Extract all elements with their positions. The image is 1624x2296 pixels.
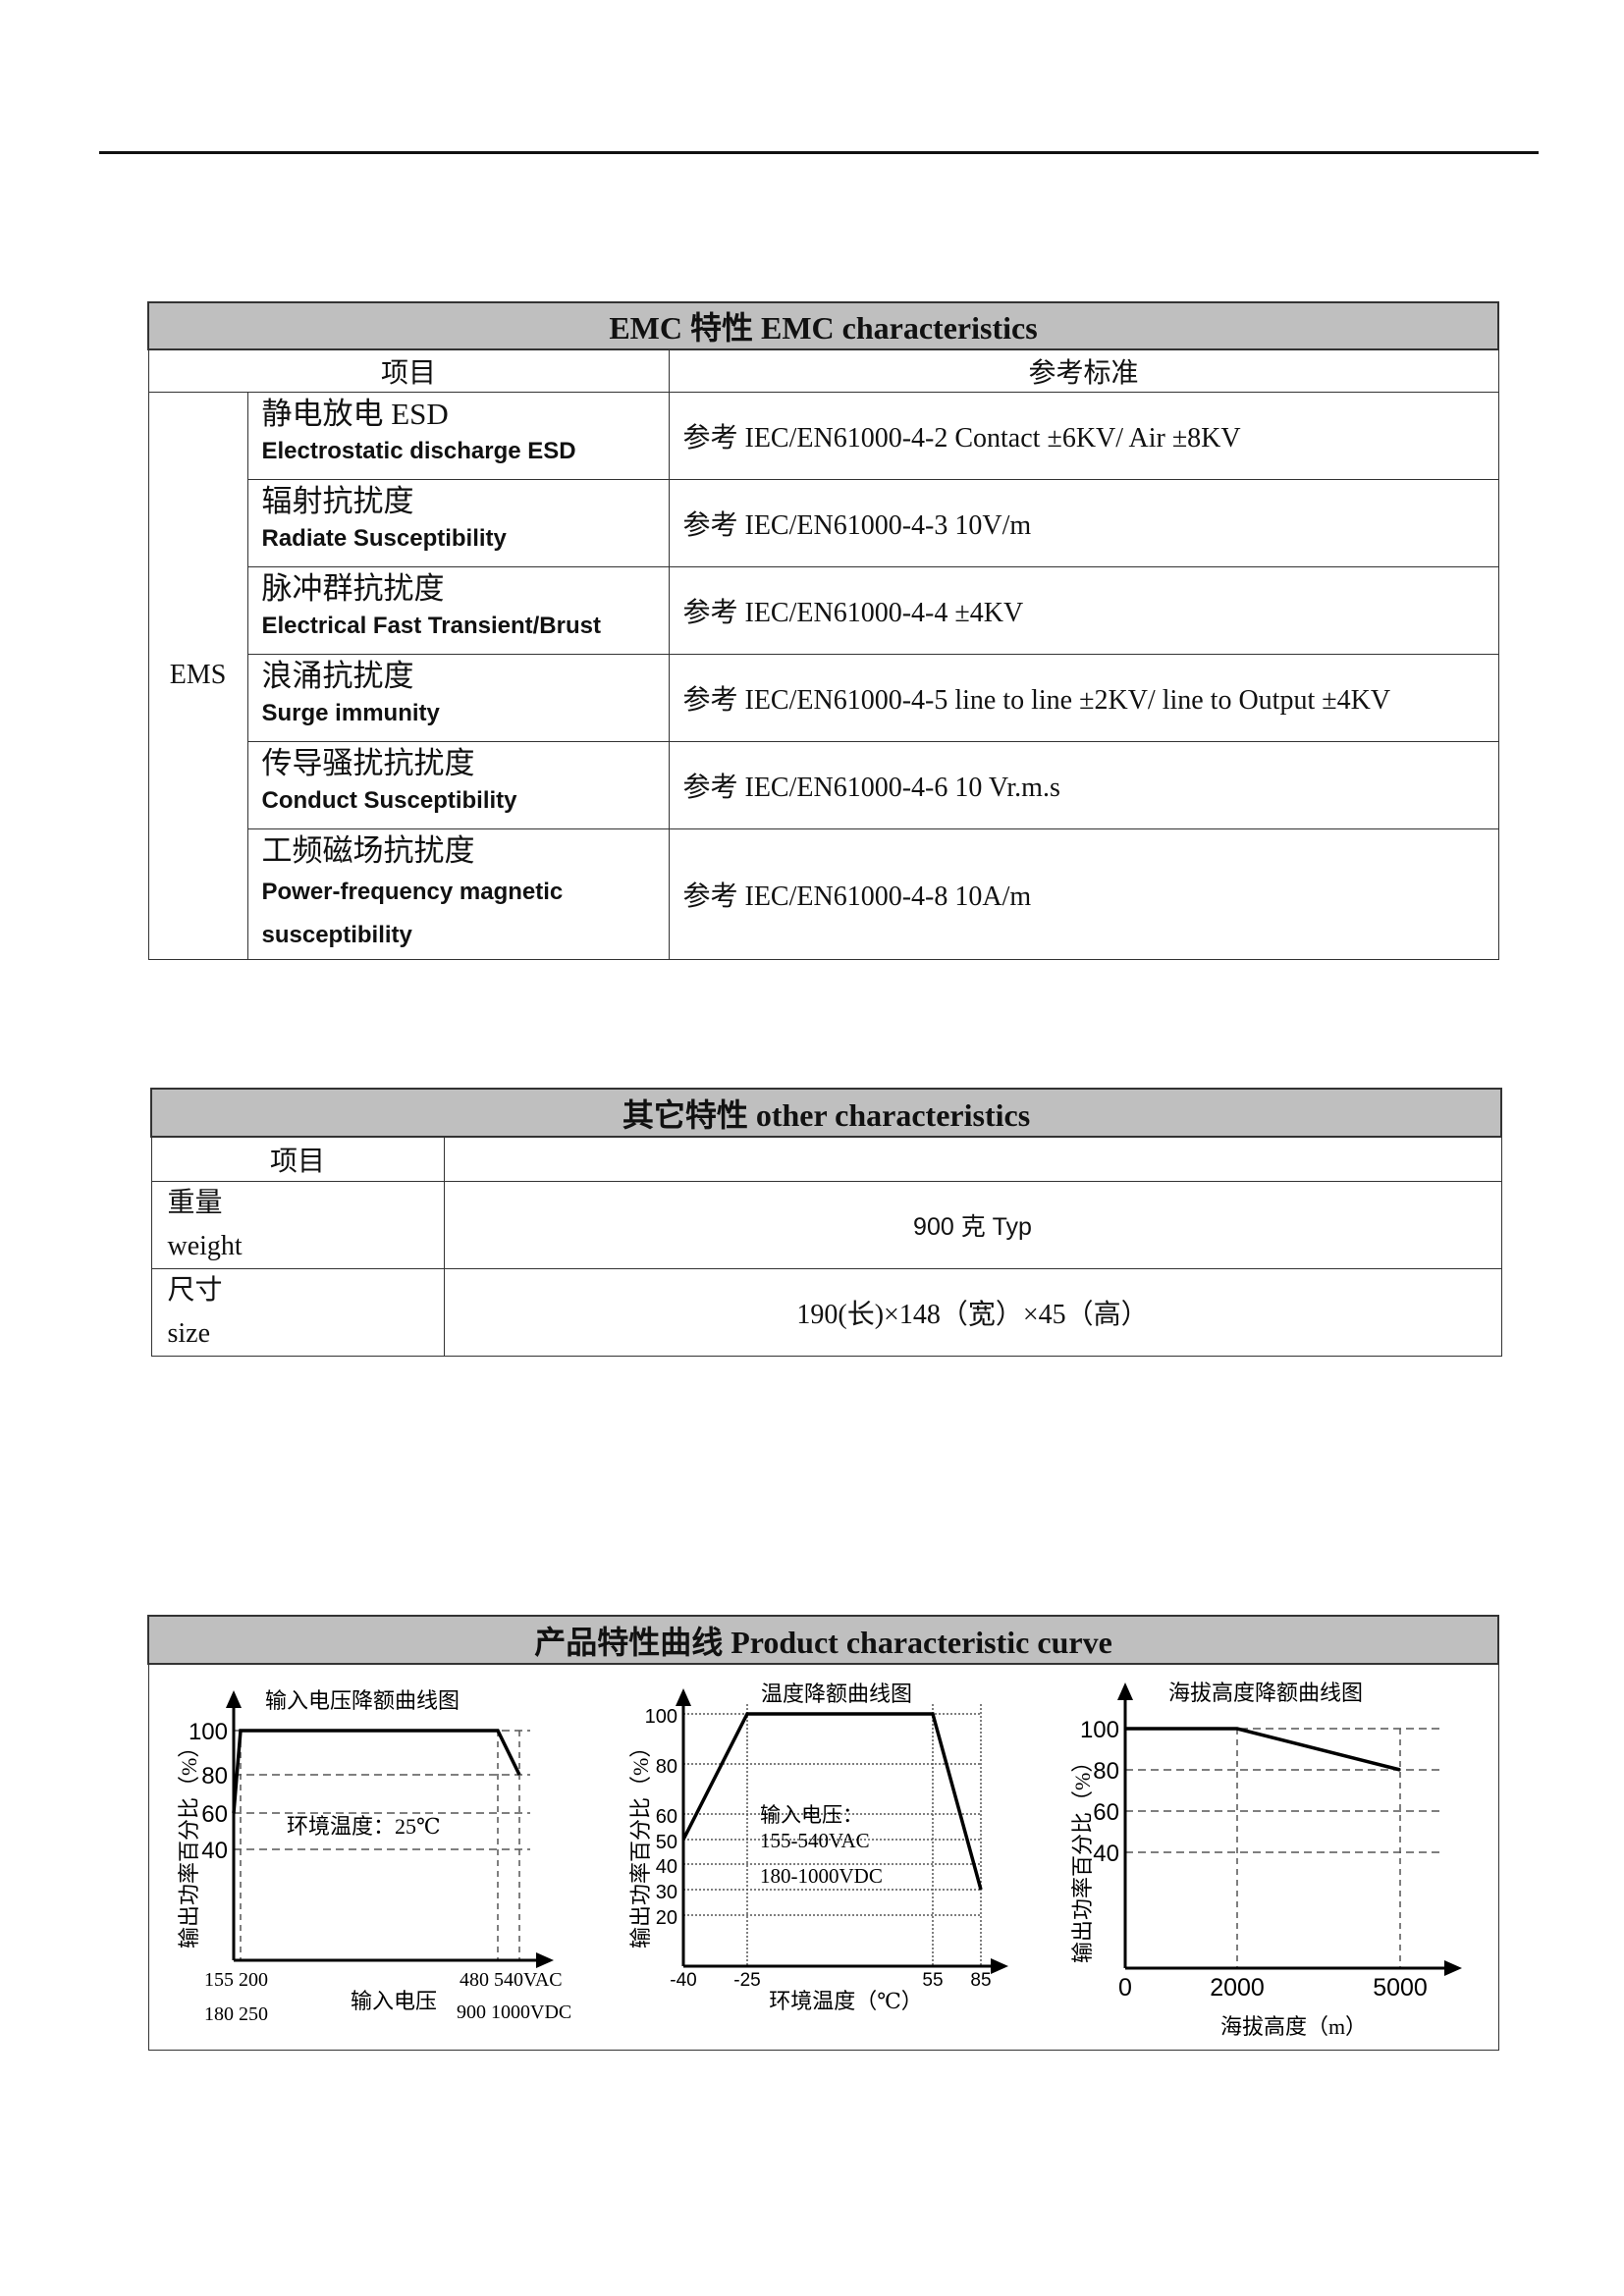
item-en: Conduct Susceptibility <box>261 786 517 814</box>
curve-table: 产品特性曲线 Product characteristic curve <box>147 1615 1499 2051</box>
emc-row: 工频磁场抗扰度 Power-frequency magnetic suscepti… <box>148 828 1499 960</box>
size-zh: 尺寸 <box>167 1274 223 1306</box>
item-std: 参考 IEC/EN61000-4-4 ±4KV <box>668 565 1499 655</box>
item-std: 参考 IEC/EN61000-4-6 10 Vr.m.s <box>668 740 1499 829</box>
emc-row: EMS 静电放电 ESD Electrostatic discharge ESD 参考… <box>147 391 1499 960</box>
header-rule <box>99 151 1539 154</box>
item-zh: 工频磁场抗扰度 <box>261 832 475 868</box>
ems-group: EMS <box>147 391 248 960</box>
item-std: 参考 IEC/EN61000-4-8 10A/m <box>668 828 1499 960</box>
item-zh: 传导骚扰抗扰度 <box>261 745 475 780</box>
other-title: 其它特性 other characteristics <box>150 1088 1502 1138</box>
emc-row: 脉冲群抗扰度 Electrical Fast Transient/Brust 参考 … <box>148 565 1499 655</box>
size-en: size <box>167 1317 211 1349</box>
item-std: 参考 IEC/EN61000-4-5 line to line ±2KV/ li… <box>668 653 1499 742</box>
emc-table: EMC 特性 EMC characteristics 项目 参考标准 EMS 静电放… <box>147 301 1499 960</box>
weight-zh: 重量 <box>167 1187 223 1218</box>
col-std: 参考标准 <box>668 348 1499 393</box>
item-std: 参考 IEC/EN61000-4-2 Contact ±6KV/ Air ±8K… <box>668 391 1499 480</box>
item-en: Electrostatic discharge ESD <box>261 437 576 464</box>
size-value: 190(长)×148（宽）×45（高） <box>443 1267 1502 1357</box>
item-std: 参考 IEC/EN61000-4-3 10V/m <box>668 478 1499 567</box>
weight-value: 900 克 Typ <box>443 1180 1502 1269</box>
item-en: Radiate Susceptibility <box>261 524 507 552</box>
col-item: 项目 <box>147 348 670 393</box>
weight-en: weight <box>167 1230 243 1261</box>
other-table: 其它特性 other characteristics 项目 重量 weight 90… <box>150 1088 1502 1357</box>
curve-title: 产品特性曲线 Product characteristic curve <box>147 1615 1499 1665</box>
item-zh: 静电放电 ESD <box>261 396 449 431</box>
item-zh: 辐射抗扰度 <box>261 483 414 518</box>
emc-row: 浪涌抗扰度 Surge immunity 参考 IEC/EN61000-4-5 li… <box>148 653 1499 742</box>
item-en: Power-frequency magnetic susceptibility <box>261 878 564 948</box>
col-item: 项目 <box>150 1136 445 1182</box>
item-en: Electrical Fast Transient/Brust <box>261 612 601 639</box>
item-zh: 浪涌抗扰度 <box>261 658 414 693</box>
item-zh: 脉冲群抗扰度 <box>261 570 445 606</box>
emc-row: 辐射抗扰度 Radiate Susceptibility 参考 IEC/EN6100… <box>148 478 1499 567</box>
item-en: Surge immunity <box>261 699 440 726</box>
emc-row: 传导骚扰抗扰度 Conduct Susceptibility 参考 IEC/EN61… <box>148 740 1499 829</box>
emc-title: EMC 特性 EMC characteristics <box>147 301 1499 350</box>
